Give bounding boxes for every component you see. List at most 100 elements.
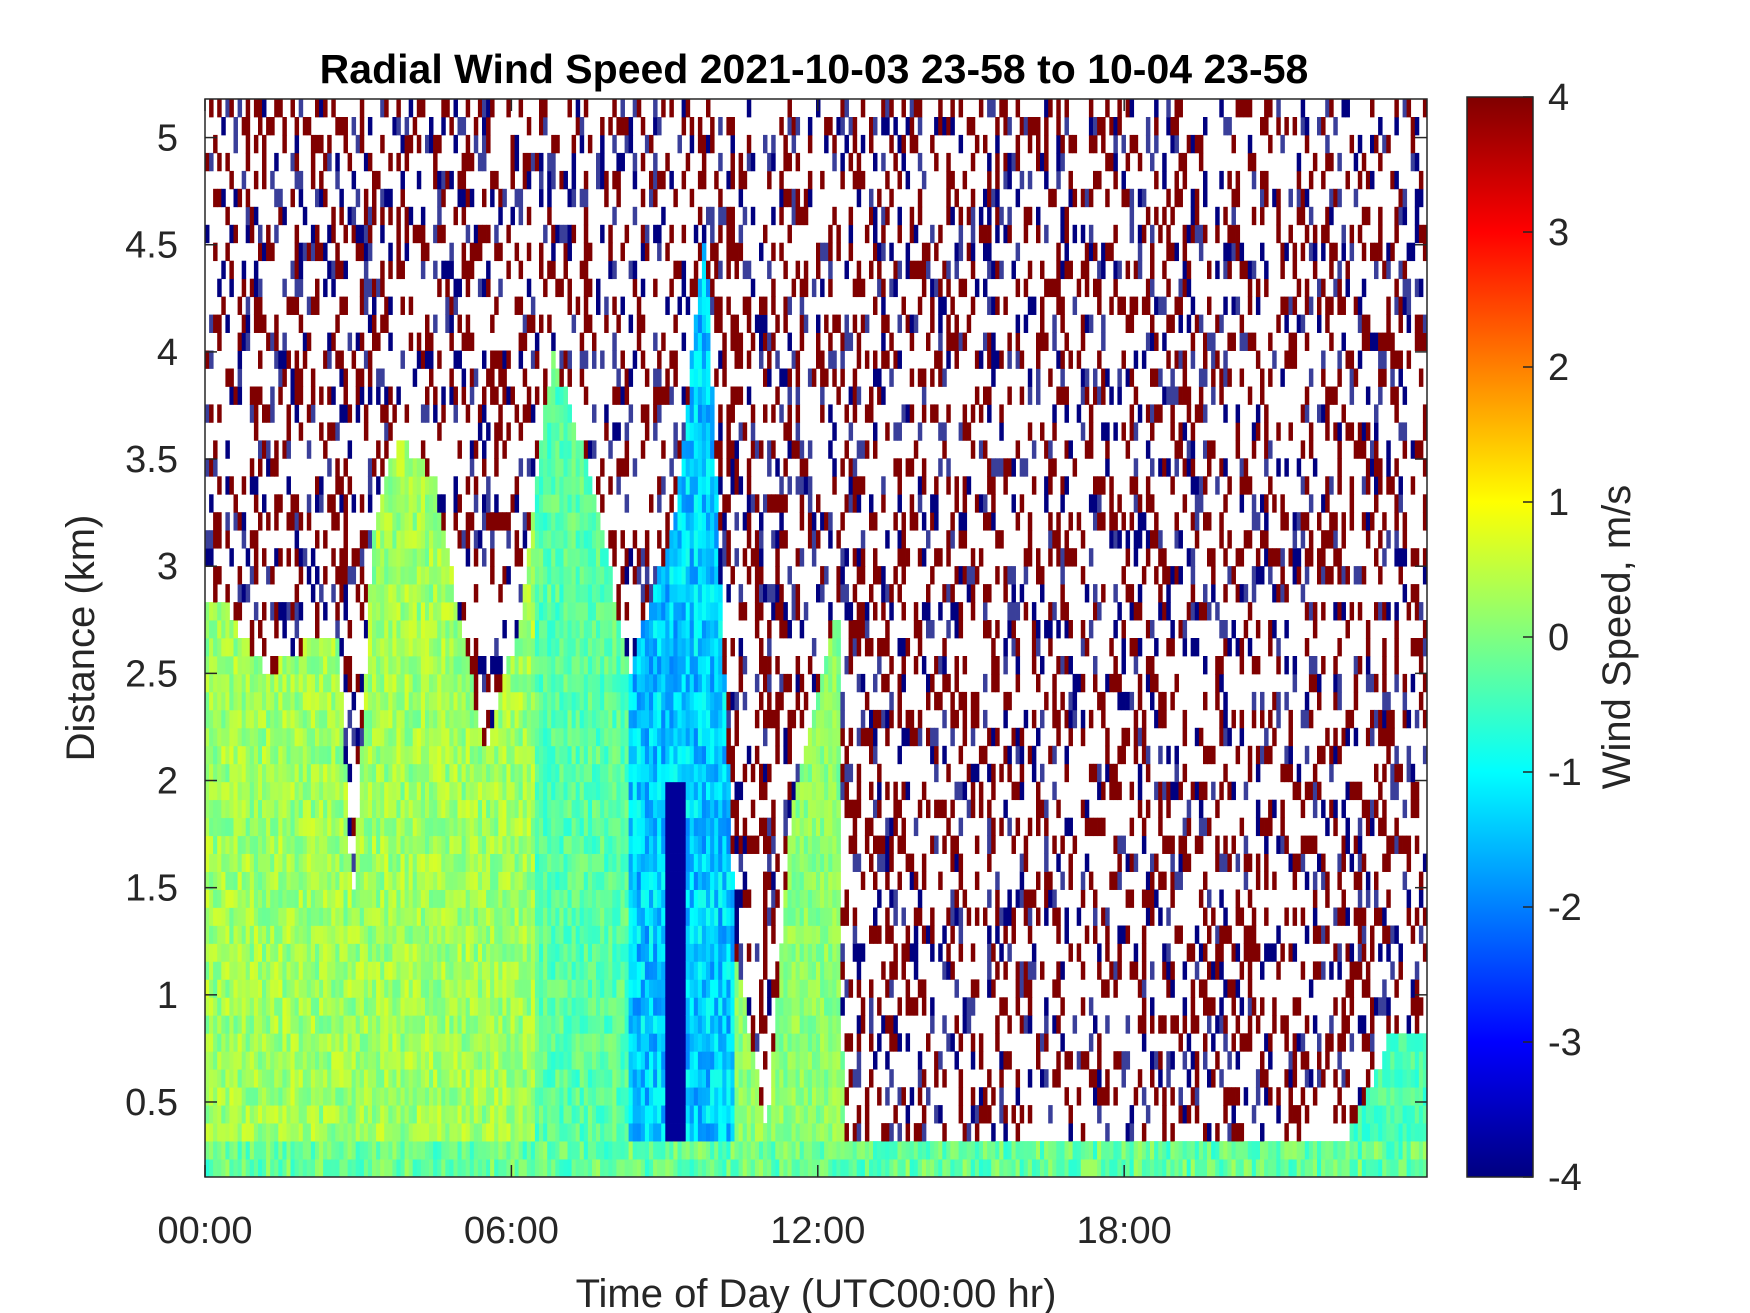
heatmap-cell [616, 1033, 621, 1052]
heatmap-cell [433, 979, 438, 998]
heatmap-cell [441, 1141, 446, 1160]
heatmap-cell [482, 925, 487, 944]
heatmap-cell [331, 943, 336, 962]
heatmap-cell [551, 889, 556, 908]
heatmap-cell [490, 1141, 495, 1160]
heatmap-cell [376, 835, 381, 854]
heatmap-cell [351, 548, 357, 567]
heatmap-cell [543, 907, 548, 926]
heatmap-cell [302, 1105, 308, 1124]
heatmap-cell [298, 170, 304, 190]
heatmap-cell [534, 799, 540, 819]
heatmap-cell [677, 979, 682, 998]
heatmap-cell [616, 979, 621, 998]
heatmap-cell [571, 691, 577, 711]
heatmap-cell [416, 224, 422, 244]
heatmap-cell [673, 817, 678, 837]
heatmap-cell [534, 656, 540, 675]
heatmap-cell [461, 979, 467, 998]
heatmap-cell [587, 1087, 593, 1106]
heatmap-cell [420, 799, 426, 819]
heatmap-cell [551, 691, 556, 711]
heatmap-cell [522, 907, 528, 926]
heatmap-cell [632, 152, 638, 172]
heatmap-cell [298, 1105, 304, 1124]
heatmap-cell [653, 1159, 658, 1178]
heatmap-cell [339, 404, 344, 423]
heatmap-cell [673, 781, 678, 801]
heatmap-cell [445, 1069, 450, 1088]
heatmap-cell [653, 1105, 658, 1124]
heatmap-cell [539, 1015, 544, 1034]
heatmap-cell [665, 584, 670, 603]
heatmap-cell [498, 1141, 503, 1160]
heatmap-cell [592, 745, 597, 765]
heatmap-cell [249, 853, 255, 872]
heatmap-cell [237, 925, 243, 944]
heatmap-cell [302, 709, 308, 729]
heatmap-cell [229, 170, 234, 190]
heatmap-cell [306, 979, 312, 998]
heatmap-cell [327, 907, 332, 926]
heatmap-cell [534, 512, 540, 531]
heatmap-cell [302, 1051, 308, 1070]
heatmap-cell [367, 1033, 373, 1052]
heatmap-cell [457, 278, 462, 298]
heatmap-cell [677, 494, 682, 513]
heatmap-cell [592, 1033, 597, 1052]
heatmap-cell [539, 602, 544, 621]
heatmap-cell [534, 530, 540, 549]
heatmap-cell [258, 224, 263, 244]
heatmap-cell [494, 943, 499, 962]
heatmap-cell [335, 458, 340, 477]
heatmap-cell [600, 1051, 605, 1070]
heatmap-cell [534, 638, 540, 657]
heatmap-cell [306, 1051, 312, 1070]
heatmap-cell [506, 907, 511, 926]
heatmap-cell [547, 1159, 552, 1178]
heatmap-cell [351, 224, 357, 244]
heatmap-cell [563, 260, 568, 280]
heatmap-cell [534, 925, 540, 944]
heatmap-cell [608, 1123, 613, 1142]
heatmap-cell [229, 925, 234, 944]
heatmap-cell [347, 997, 353, 1016]
heatmap-cell [567, 709, 572, 729]
heatmap-cell [449, 260, 454, 280]
heatmap-cell [571, 943, 577, 962]
heatmap-cell [205, 997, 210, 1016]
heatmap-cell [388, 638, 393, 657]
heatmap-cell [530, 1015, 536, 1034]
heatmap-cell [396, 224, 401, 244]
heatmap-cell [221, 602, 226, 621]
heatmap-cell [359, 1015, 365, 1034]
heatmap-cell [592, 1159, 597, 1178]
heatmap-cell [286, 763, 291, 783]
heatmap-cell [583, 512, 589, 531]
heatmap-cell [632, 1033, 638, 1052]
heatmap-cell [441, 961, 446, 980]
heatmap-cell [425, 907, 430, 926]
heatmap-cell [429, 727, 434, 747]
heatmap-cell [388, 242, 393, 262]
heatmap-cell [441, 386, 446, 405]
heatmap-cell [205, 709, 210, 729]
heatmap-cell [571, 817, 577, 837]
heatmap-cell [298, 1015, 304, 1034]
heatmap-cell [461, 530, 467, 549]
heatmap-cell [673, 979, 678, 998]
heatmap-cell [575, 512, 581, 531]
heatmap-cell [233, 512, 238, 531]
heatmap-cell [600, 170, 605, 190]
heatmap-cell [298, 961, 304, 980]
heatmap-cell [518, 1051, 524, 1070]
heatmap-cell [469, 817, 475, 837]
heatmap-cell [596, 727, 601, 747]
heatmap-cell [657, 817, 662, 837]
heatmap-cell [526, 566, 532, 585]
heatmap-cell [465, 656, 471, 675]
heatmap-cell [596, 476, 601, 495]
heatmap-cell [547, 476, 552, 495]
heatmap-cell [363, 871, 369, 890]
heatmap-cell [253, 530, 259, 549]
